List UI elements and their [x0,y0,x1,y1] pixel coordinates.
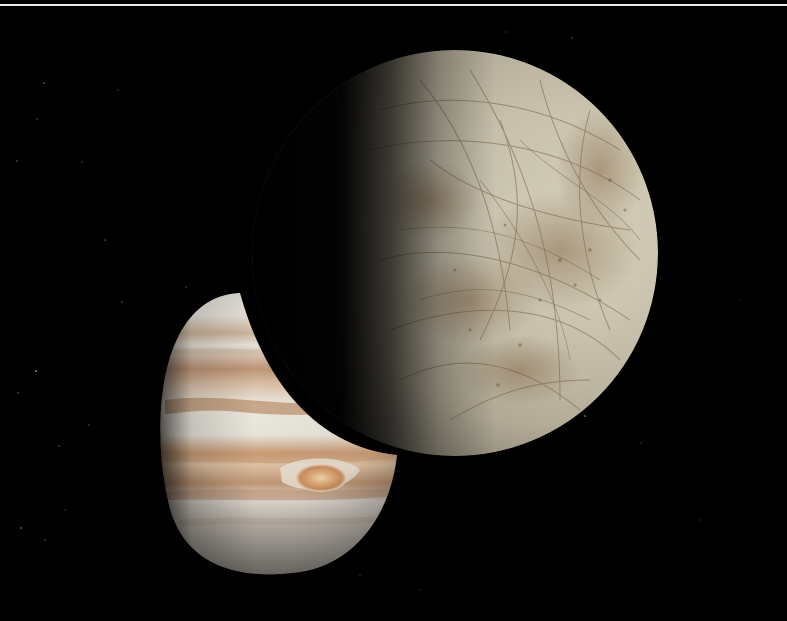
top-border-line [0,4,787,6]
europa [252,50,658,456]
starfield [16,31,741,591]
